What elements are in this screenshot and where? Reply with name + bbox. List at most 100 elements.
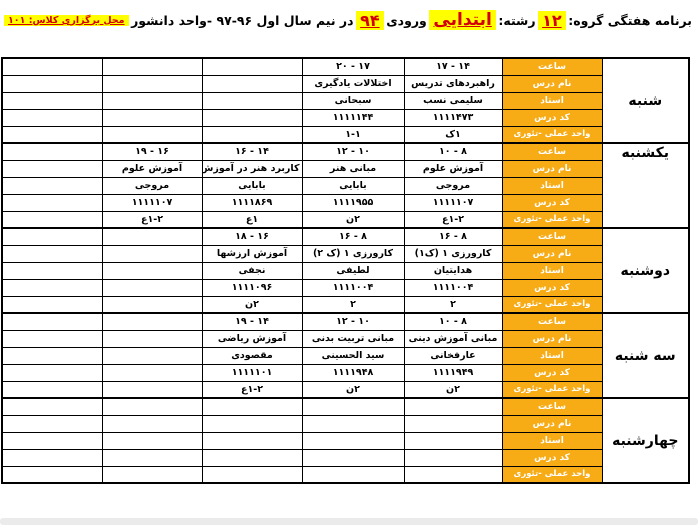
semester-text: در نیم سال اول ۹۶-۹۷ -واحد دانشور: [131, 12, 354, 28]
row-label-code-monday: کد درس: [501, 278, 603, 297]
course-cell-tuesday-p5: [1, 329, 103, 348]
teacher-cell-sunday-p4: مروجی: [101, 176, 203, 195]
schedule-row-monday-course: نام درس کارورزی ۱ (ک۱) کارورزی ۱ (ک ۲) آموز…: [1, 244, 689, 263]
code-cell-saturday-p2: ۱۱۱۱۱۴۴: [301, 108, 405, 127]
units-cell-wednesday-p5: [1, 465, 103, 484]
schedule-row-sunday-course: نام درس آموزش علوم مبانی هنر کاربرد هنر در …: [1, 159, 689, 178]
entry-label: ورودی: [386, 12, 427, 28]
course-cell-wednesday-p4: [101, 414, 203, 433]
teacher-cell-wednesday-p2: [301, 431, 405, 450]
teacher-cell-sunday-p3: بابایی: [201, 176, 303, 195]
course-cell-sunday-p2: مبانی هنر: [301, 159, 405, 178]
code-cell-saturday-p4: [101, 108, 203, 127]
row-label-teacher-wednesday: استاد: [501, 431, 603, 450]
course-cell-tuesday-p2: مبانی تربیت بدنی: [301, 329, 405, 348]
schedule-row-saturday-time: شنبه ساعت ۱۴ - ۱۷ ۱۷ - ۲۰: [1, 57, 690, 144]
row-label-units-saturday: واحد عملی -تئوری: [501, 125, 603, 144]
time-cell-monday-p4: [101, 227, 203, 246]
teacher-cell-sunday-p1: مروجی: [403, 176, 503, 195]
teacher-cell-monday-p4: [101, 261, 203, 280]
day-cell-monday: دوشنبه: [601, 227, 690, 314]
code-cell-monday-p1: ۱۱۱۱۰۰۴: [403, 278, 503, 297]
code-cell-tuesday-p5: [1, 363, 103, 382]
schedule-row-sunday-code: کد درس ۱۱۱۱۱۰۷ ۱۱۱۱۹۵۵ ۱۱۱۱۸۶۹ ۱۱۱۱۱۰۷: [1, 193, 689, 212]
code-cell-sunday-p1: ۱۱۱۱۱۰۷: [403, 193, 503, 212]
course-cell-saturday-p3: [201, 74, 303, 93]
page-header: برنامه هفتگی گروه: ۱۲ رشته: ابتدایی ورود…: [4, 10, 692, 30]
units-cell-wednesday-p1: [403, 465, 503, 484]
time-cell-wednesday-p3: [201, 397, 303, 416]
course-cell-monday-p3: آموزش ارزشها: [201, 244, 303, 263]
code-cell-monday-p3: ۱۱۱۱۰۹۶: [201, 278, 303, 297]
units-cell-sunday-p1: ۱-۲ع: [403, 210, 503, 229]
day-cell-sunday: یکشنبه: [601, 142, 690, 229]
time-cell-tuesday-p2: ۱۰ - ۱۲: [301, 312, 405, 331]
row-label-time-monday: ساعت: [501, 227, 603, 246]
teacher-cell-monday-p1: هدایتیان: [403, 261, 503, 280]
course-cell-saturday-p4: [101, 74, 203, 93]
teacher-cell-tuesday-p5: [1, 346, 103, 365]
row-label-units-monday: واحد عملی -تئوری: [501, 295, 603, 314]
code-cell-saturday-p5: [1, 108, 103, 127]
course-cell-wednesday-p1: [403, 414, 503, 433]
code-cell-wednesday-p5: [1, 448, 103, 467]
course-cell-monday-p2: کارورزی ۱ (ک ۲): [301, 244, 405, 263]
time-cell-saturday-p4: [101, 57, 203, 76]
major-value-highlight: ابتدایی: [429, 10, 496, 30]
row-label-code-tuesday: کد درس: [501, 363, 603, 382]
row-label-units-wednesday: واحد عملی -تئوری: [501, 465, 603, 484]
schedule-row-monday-teacher: استاد هدایتیان لطیفی نجفی: [1, 261, 689, 280]
bottom-scrollbar-track[interactable]: [0, 518, 698, 525]
teacher-cell-wednesday-p5: [1, 431, 103, 450]
units-cell-sunday-p2: ۲ن: [301, 210, 405, 229]
teacher-cell-tuesday-p3: مقصودی: [201, 346, 303, 365]
class-location-highlight: محل برگزاری کلاس: ۱۰۱: [4, 14, 129, 26]
schedule-row-monday-units: واحد عملی -تئوری ۲ ۲ ۲ن: [1, 295, 689, 314]
teacher-cell-saturday-p2: سبحانی: [301, 91, 405, 110]
schedule-row-saturday-code: کد درس ۱۱۱۱۴۷۳ ۱۱۱۱۱۴۴: [1, 108, 689, 127]
title-label: برنامه هفتگی گروه:: [568, 12, 692, 28]
code-cell-tuesday-p3: ۱۱۱۱۱۰۱: [201, 363, 303, 382]
units-cell-saturday-p3: [201, 125, 303, 144]
schedule-row-wednesday-time: چهارشنبه ساعت: [1, 397, 690, 484]
day-cell-saturday: شنبه: [601, 57, 690, 144]
teacher-cell-saturday-p5: [1, 91, 103, 110]
units-cell-wednesday-p3: [201, 465, 303, 484]
teacher-cell-tuesday-p1: عارفخانی: [403, 346, 503, 365]
teacher-cell-saturday-p1: سلیمی نسب: [403, 91, 503, 110]
teacher-cell-monday-p2: لطیفی: [301, 261, 405, 280]
code-cell-monday-p5: [1, 278, 103, 297]
schedule-row-monday-code: کد درس ۱۱۱۱۰۰۴ ۱۱۱۱۰۰۴ ۱۱۱۱۰۹۶: [1, 278, 689, 297]
teacher-cell-sunday-p5: [1, 176, 103, 195]
teacher-cell-tuesday-p4: [101, 346, 203, 365]
time-cell-monday-p3: ۱۶ - ۱۸: [201, 227, 303, 246]
units-cell-tuesday-p1: ۲ن: [403, 380, 503, 399]
time-cell-tuesday-p4: [101, 312, 203, 331]
row-label-course-tuesday: نام درس: [501, 329, 603, 348]
teacher-cell-wednesday-p1: [403, 431, 503, 450]
row-label-time-sunday: ساعت: [501, 142, 603, 161]
row-label-time-wednesday: ساعت: [501, 397, 603, 416]
time-cell-sunday-p2: ۱۰ - ۱۲: [301, 142, 405, 161]
schedule-row-wednesday-teacher: استاد: [1, 431, 689, 450]
schedule-row-tuesday-teacher: استاد عارفخانی سید الحسینی مقصودی: [1, 346, 689, 365]
units-cell-tuesday-p4: [101, 380, 203, 399]
row-label-teacher-monday: استاد: [501, 261, 603, 280]
day-cell-wednesday: چهارشنبه: [601, 397, 690, 484]
units-cell-tuesday-p2: ۲ن: [301, 380, 405, 399]
course-cell-monday-p4: [101, 244, 203, 263]
code-cell-monday-p4: [101, 278, 203, 297]
units-cell-tuesday-p5: [1, 380, 103, 399]
time-cell-tuesday-p5: [1, 312, 103, 331]
course-cell-wednesday-p5: [1, 414, 103, 433]
code-cell-wednesday-p3: [201, 448, 303, 467]
row-label-course-monday: نام درس: [501, 244, 603, 263]
row-label-course-sunday: نام درس: [501, 159, 603, 178]
code-cell-sunday-p2: ۱۱۱۱۹۵۵: [301, 193, 405, 212]
time-cell-monday-p5: [1, 227, 103, 246]
teacher-cell-saturday-p3: [201, 91, 303, 110]
teacher-cell-monday-p3: نجفی: [201, 261, 303, 280]
course-cell-tuesday-p4: [101, 329, 203, 348]
course-cell-saturday-p1: راهبردهای تدریس: [403, 74, 503, 93]
teacher-cell-tuesday-p2: سید الحسینی: [301, 346, 405, 365]
